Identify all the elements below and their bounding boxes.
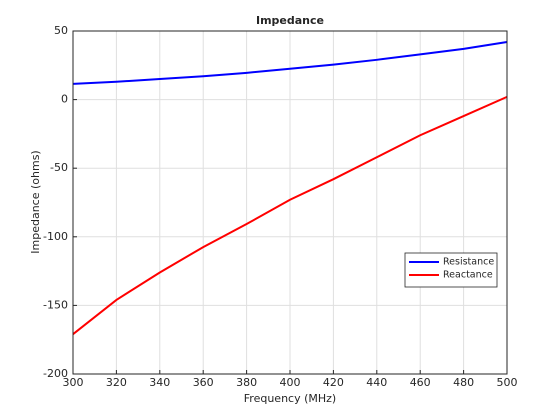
- series-line: [72, 40, 508, 85]
- legend: Resistance Reactance: [404, 252, 498, 288]
- legend-label: Resistance: [443, 257, 494, 268]
- x-tick-label: 380: [236, 376, 257, 389]
- series-line: [72, 95, 508, 335]
- legend-label: Reactance: [443, 270, 493, 281]
- x-tick-label: 320: [106, 376, 127, 389]
- x-tick-label: 400: [280, 376, 301, 389]
- y-tick-label: -50: [50, 161, 68, 174]
- x-tick-label: 460: [410, 376, 431, 389]
- x-tick-label: 420: [323, 376, 344, 389]
- x-tick-label: 480: [453, 376, 474, 389]
- y-tick-label: -150: [43, 298, 68, 311]
- x-tick-label: 340: [149, 376, 170, 389]
- y-tick-label: -100: [43, 230, 68, 243]
- y-axis-label: Impedance (ohms): [29, 150, 42, 253]
- y-tick-label: 50: [54, 24, 68, 37]
- y-tick-label: 0: [61, 93, 68, 106]
- x-tick-label: 500: [497, 376, 518, 389]
- lines: [72, 40, 508, 335]
- x-tick-label: 360: [193, 376, 214, 389]
- y-tick-label: -200: [43, 367, 68, 380]
- x-axis-label: Frequency (MHz): [244, 392, 336, 405]
- x-tick-label: 440: [366, 376, 387, 389]
- chart-title: Impedance: [256, 14, 324, 27]
- legend-box: [404, 252, 498, 288]
- x-tick-label: 300: [63, 376, 84, 389]
